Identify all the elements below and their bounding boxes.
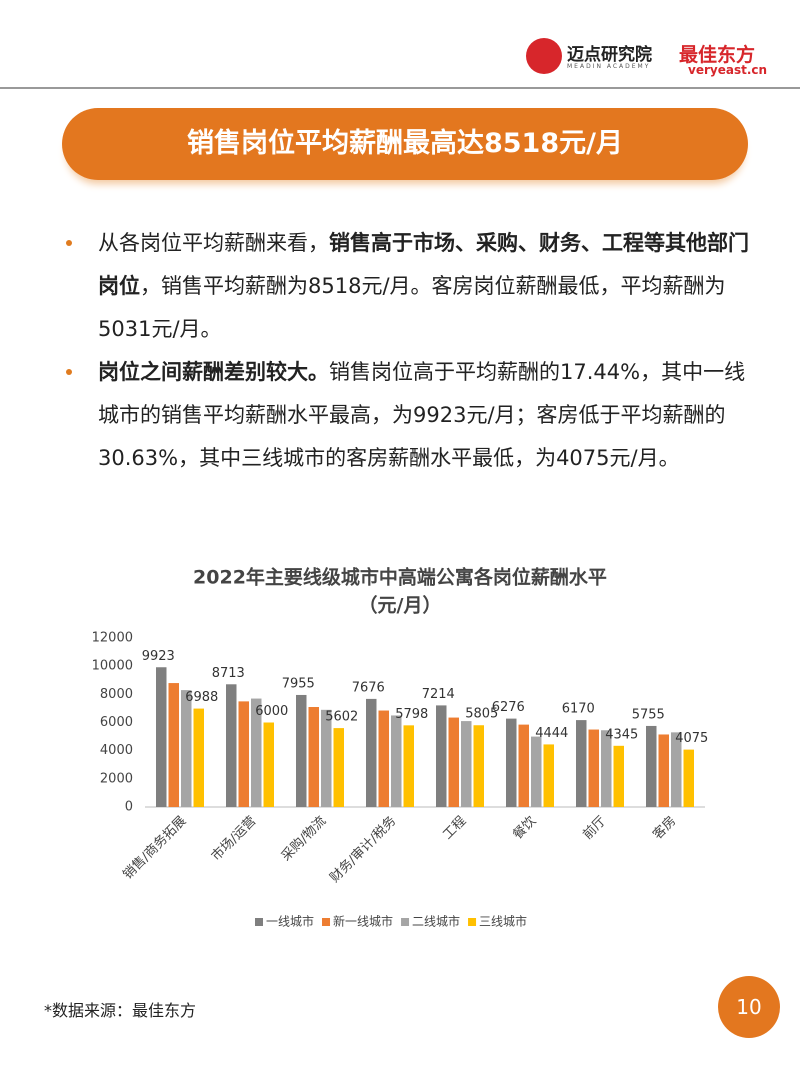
- y-tick-label: 10000: [92, 659, 133, 674]
- bullet-run: 销售高于市场、采购、财务、工程等其他部门岗位: [98, 231, 749, 298]
- bar: [588, 729, 599, 807]
- bar: [473, 725, 484, 807]
- bar: [671, 732, 682, 807]
- data-label: 7676: [352, 680, 385, 695]
- data-label: 5755: [632, 707, 665, 722]
- data-label: 4444: [535, 726, 568, 741]
- bar: [168, 683, 179, 807]
- x-tick-label: 财务/审计/税务: [327, 813, 400, 886]
- bullet-run: 岗位之间薪酬差别较大。: [98, 360, 329, 384]
- y-tick-label: 8000: [100, 687, 133, 702]
- bar: [366, 698, 377, 807]
- bar: [518, 724, 529, 807]
- bar: [461, 721, 472, 807]
- logo2-sub: veryeast.cn: [688, 63, 768, 77]
- bar: [613, 745, 624, 807]
- legend-swatch: [468, 918, 477, 926]
- chart-title: 2022年主要线级城市中高端公寓各岗位薪酬水平: [193, 566, 607, 589]
- bar: [448, 717, 459, 807]
- legend-swatch: [255, 918, 263, 926]
- bar: [238, 701, 249, 807]
- bar: [296, 694, 307, 807]
- x-tick-label: 客房: [650, 813, 680, 843]
- bullet: 岗位之间薪酬差别较大。销售岗位高于平均薪酬的17.44%，其中一线城市的销售平均…: [66, 351, 756, 480]
- y-tick-label: 6000: [100, 715, 133, 730]
- logo2-name: 最佳东方: [679, 44, 756, 66]
- chart: 2022年主要线级城市中高端公寓各岗位薪酬水平 （元/月） 0 2000 4000 6…: [92, 566, 709, 929]
- bar: [226, 684, 237, 807]
- chart-subtitle: （元/月）: [359, 594, 442, 617]
- logo1-name: 迈点研究院: [567, 45, 652, 65]
- y-tick-label: 12000: [92, 631, 133, 646]
- bullet: 从各岗位平均薪酬来看，销售高于市场、采购、财务、工程等其他部门岗位，销售平均薪酬…: [66, 222, 756, 351]
- legend-label: 二线城市: [412, 914, 460, 929]
- source: *数据来源：最佳东方: [44, 1001, 197, 1020]
- bar: [658, 734, 669, 807]
- bullet-run: 销售岗位高于平均薪酬的17.44%，其中一线城市的销售平均薪酬水平最高，为992…: [98, 360, 746, 470]
- data-label: 7955: [282, 676, 315, 691]
- bar: [391, 715, 402, 807]
- x-tick-label: 前厅: [580, 813, 610, 843]
- y-tick-label: 2000: [100, 771, 133, 786]
- bar: [378, 710, 389, 807]
- bar: [181, 690, 192, 807]
- header-rule: [0, 87, 800, 89]
- bar: [436, 705, 447, 807]
- data-label: 9923: [142, 649, 175, 664]
- data-label: 6276: [492, 700, 525, 715]
- x-tick-label: 工程: [440, 814, 469, 843]
- x-tick-label: 餐饮: [510, 813, 540, 843]
- x-tick-label: 采购/物流: [278, 813, 329, 864]
- legend-label: 一线城市: [266, 914, 314, 929]
- bullet-run: 从各岗位平均薪酬来看，: [98, 231, 329, 255]
- data-label: 5798: [395, 707, 428, 722]
- bar: [156, 667, 167, 807]
- data-label: 5805: [465, 707, 498, 722]
- x-tick-label: 市场/运营: [208, 813, 259, 864]
- x-tick-label: 销售/商务拓展: [120, 813, 190, 883]
- bullet-run: ，销售平均薪酬为8518元/月。客房岗位薪酬最低，平均薪酬为5031元/月。: [98, 274, 726, 341]
- bar: [308, 707, 319, 807]
- bar: [531, 736, 542, 807]
- data-label: 4075: [675, 731, 708, 746]
- bar: [193, 708, 204, 807]
- legend-label: 新一线城市: [333, 914, 393, 929]
- y-tick-label: 4000: [100, 743, 133, 758]
- bar: [321, 709, 332, 807]
- bar: [646, 725, 657, 807]
- bar: [683, 749, 694, 807]
- bar: [543, 744, 554, 807]
- logo-icon: [526, 38, 562, 74]
- legend-label: 三线城市: [479, 914, 527, 929]
- bar: [403, 725, 414, 807]
- logo1-sub: MEADIN ACADEMY: [567, 63, 651, 70]
- bar: [333, 728, 344, 807]
- data-label: 5602: [325, 710, 358, 725]
- legend-swatch: [322, 918, 331, 926]
- data-label: 7214: [422, 687, 455, 702]
- data-label: 8713: [212, 666, 245, 681]
- bar: [601, 730, 612, 807]
- page-number: 10: [718, 976, 780, 1038]
- bar: [506, 718, 517, 807]
- data-label: 4345: [605, 727, 638, 742]
- legend-swatch: [401, 918, 410, 926]
- bullet-list: 从各岗位平均薪酬来看，销售高于市场、采购、财务、工程等其他部门岗位，销售平均薪酬…: [66, 222, 756, 480]
- data-label: 6988: [185, 690, 218, 705]
- data-label: 6000: [255, 704, 288, 719]
- bar: [263, 722, 274, 807]
- bar: [251, 698, 262, 807]
- y-tick-label: 0: [125, 800, 133, 815]
- bar: [576, 720, 587, 807]
- banner-title: 销售岗位平均薪酬最高达8518元/月: [62, 108, 748, 180]
- data-label: 6170: [562, 702, 595, 717]
